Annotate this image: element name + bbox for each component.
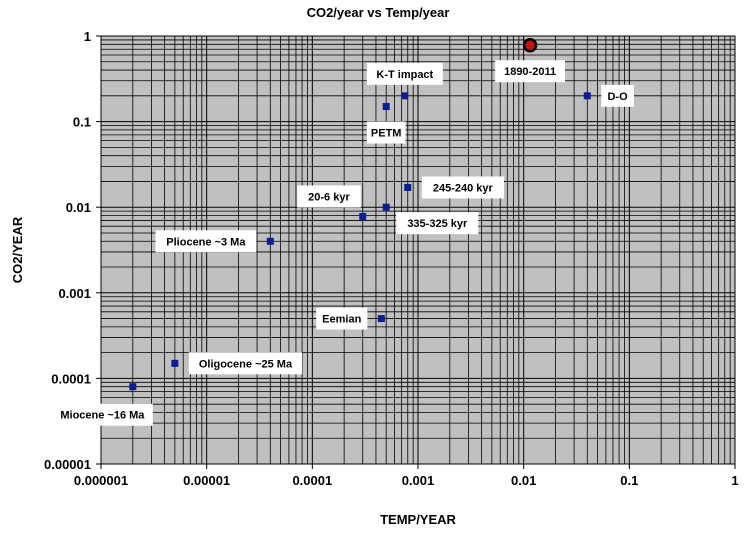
- data-point: [522, 37, 538, 53]
- point-label: 245-240 kyr: [433, 182, 494, 194]
- data-point: [401, 92, 409, 100]
- point-label: PETM: [371, 128, 402, 140]
- data-point: [404, 183, 412, 191]
- point-label: Pliocene ~3 Ma: [166, 236, 246, 248]
- point-label: Oligocene ~25 Ma: [199, 358, 293, 370]
- point-label-box: [297, 185, 361, 208]
- y-tick-label: 0.01: [66, 200, 91, 215]
- point-label-box: [52, 403, 153, 426]
- data-point: [382, 103, 390, 111]
- y-tick-label: 0.00001: [44, 457, 91, 472]
- point-label: Miocene ~16 Ma: [60, 410, 145, 422]
- point-label-box: [316, 307, 368, 330]
- x-tick-label: 0.0001: [292, 473, 332, 488]
- x-tick-label: 0.00001: [183, 473, 230, 488]
- data-point: [359, 212, 367, 220]
- data-point: [382, 203, 390, 211]
- point-label-box: [366, 121, 406, 144]
- data-point: [171, 359, 179, 367]
- y-axis-label: CO2/YEAR: [10, 216, 25, 283]
- point-label-box: [396, 212, 479, 235]
- data-point: [583, 92, 591, 100]
- x-axis-label: TEMP/YEAR: [380, 512, 456, 527]
- point-label: 1890-2011: [504, 66, 556, 78]
- chart-title: CO2/year vs Temp/year: [307, 5, 450, 20]
- x-tick-label: 0.1: [620, 473, 638, 488]
- point-label-box: [495, 60, 565, 83]
- point-label-box: [188, 352, 303, 375]
- data-point: [266, 237, 274, 245]
- point-label: D-O: [607, 91, 628, 103]
- point-label: 335-325 kyr: [407, 218, 468, 230]
- data-point: [129, 383, 137, 391]
- data-point: [377, 315, 385, 323]
- x-tick-label: 0.000001: [74, 473, 128, 488]
- point-label-box: [601, 84, 634, 107]
- x-tick-label: 1: [731, 473, 738, 488]
- x-tick-label: 0.001: [402, 473, 435, 488]
- x-tick-label: 0.01: [511, 473, 536, 488]
- point-label-box: [155, 230, 257, 253]
- y-tick-label: 0.1: [73, 115, 91, 130]
- y-tick-label: 1: [84, 29, 91, 44]
- point-label: K-T impact: [376, 69, 433, 81]
- point-label-box: [421, 176, 504, 199]
- y-tick-label: 0.001: [58, 286, 91, 301]
- y-tick-label: 0.0001: [51, 371, 91, 386]
- point-label-box: [366, 62, 443, 85]
- point-label: 20-6 kyr: [308, 191, 350, 203]
- point-label: Eemian: [322, 314, 361, 326]
